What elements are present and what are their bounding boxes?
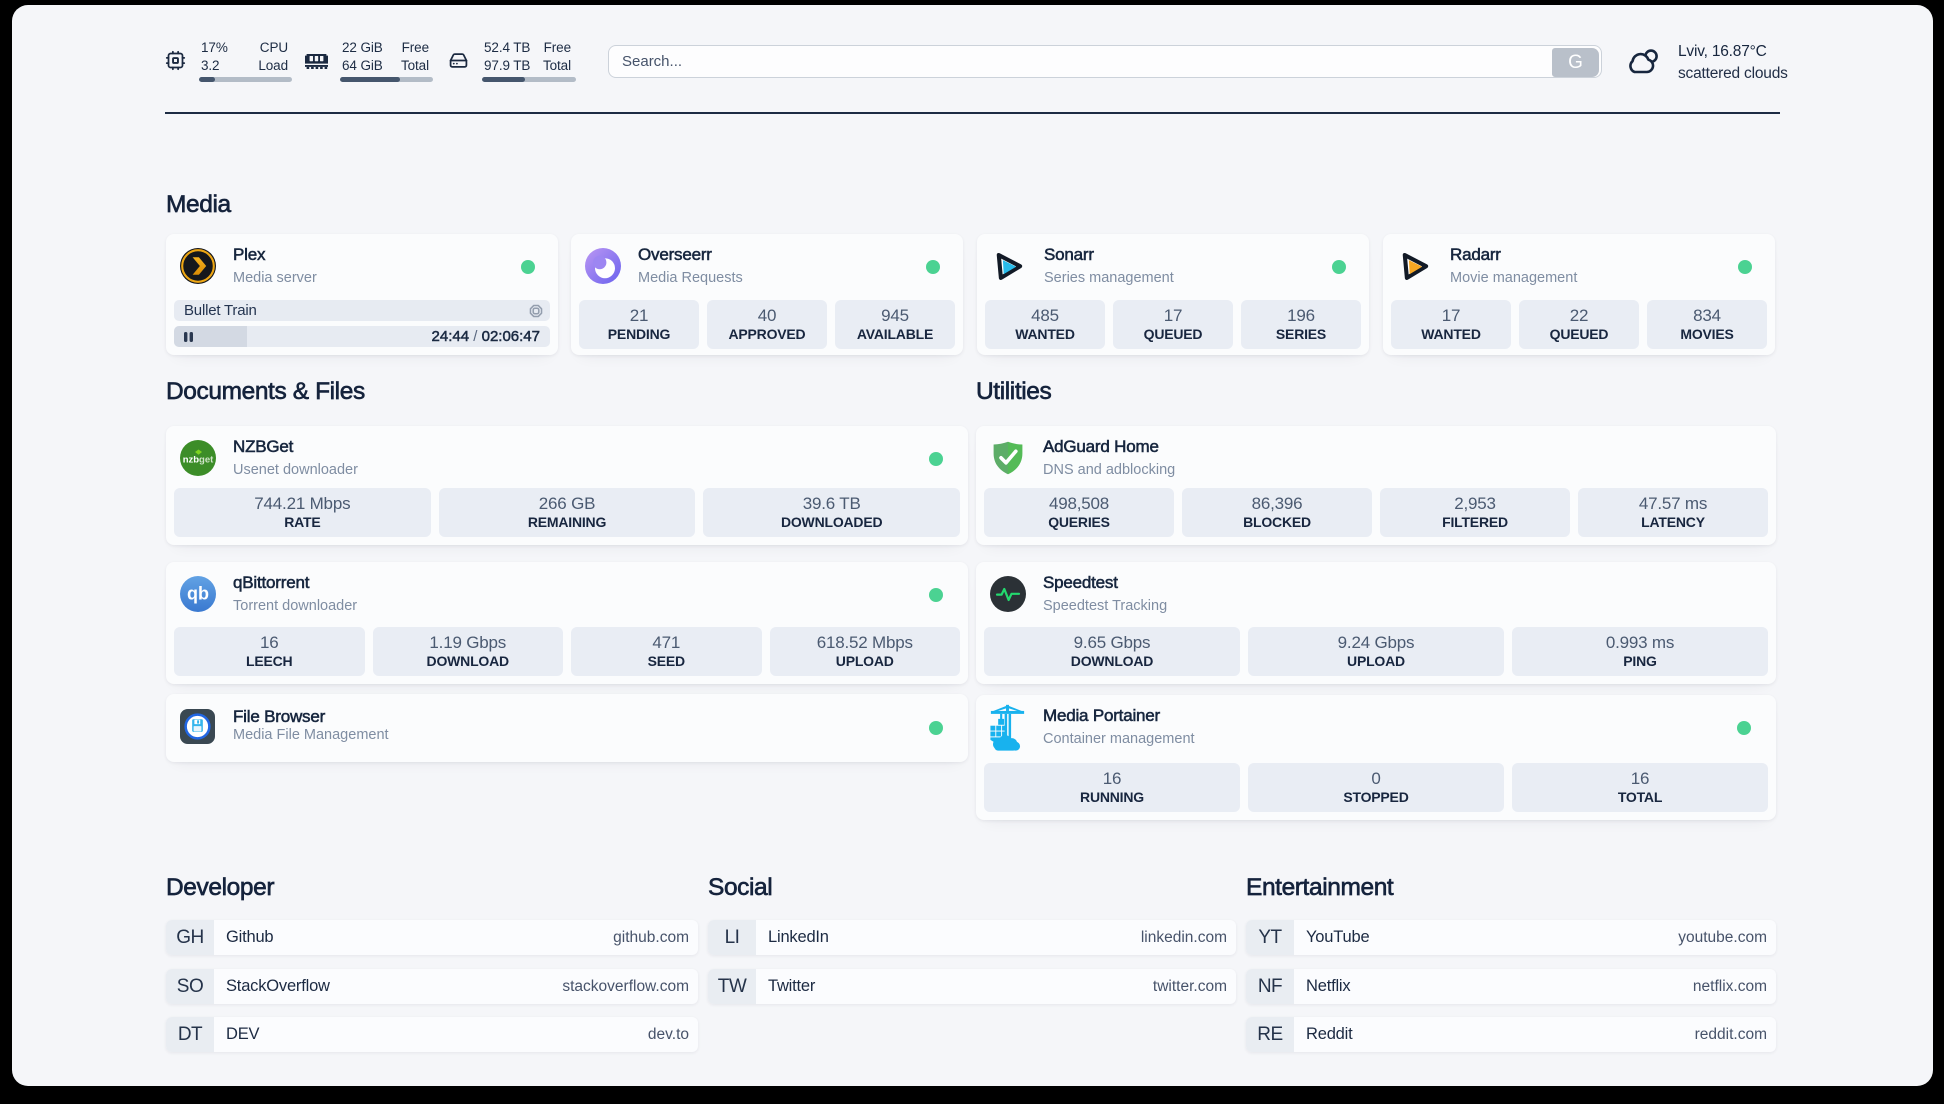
svg-text:nzbget: nzbget [183, 455, 214, 466]
svg-text:qb: qb [187, 584, 209, 604]
